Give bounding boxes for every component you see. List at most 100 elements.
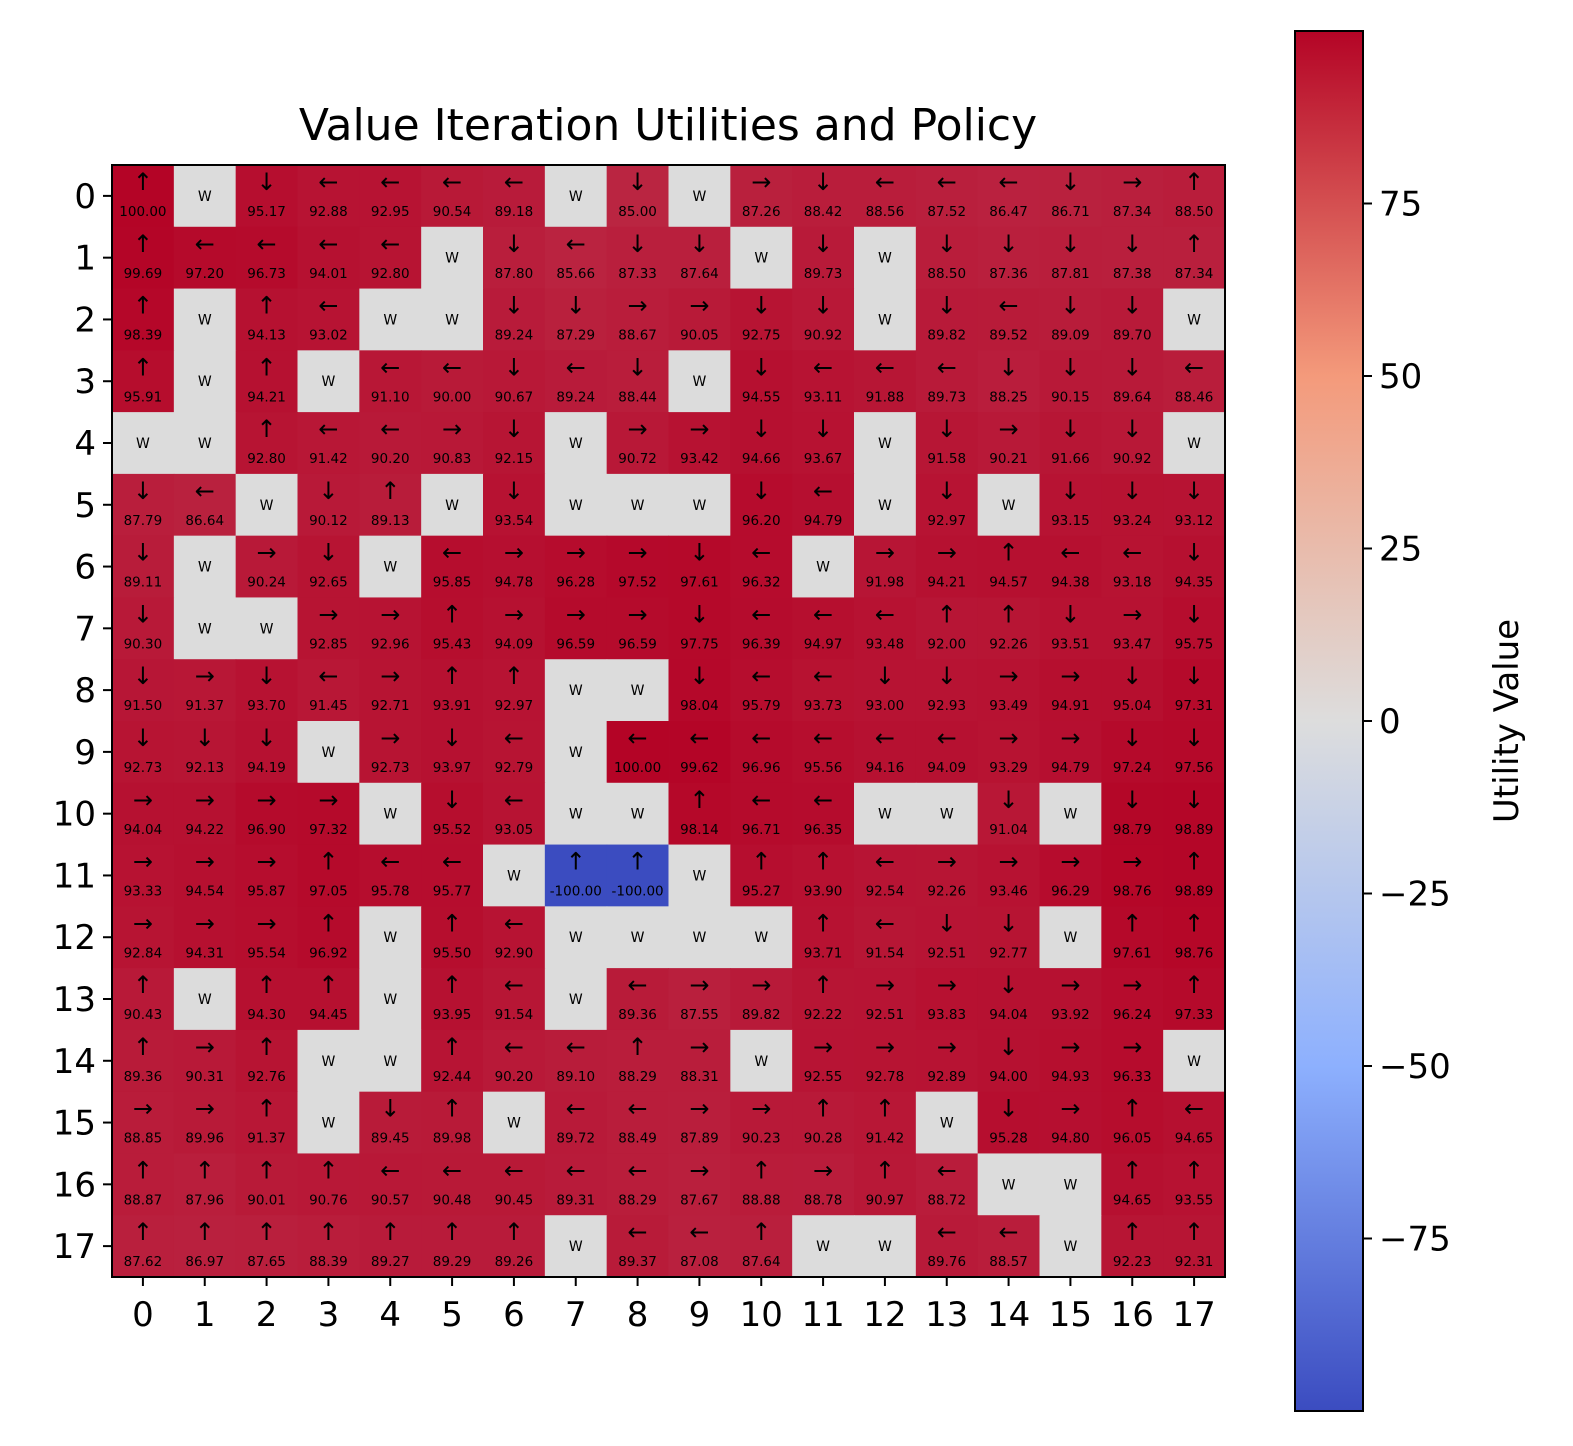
grid-cell: ← 94.16 <box>854 721 917 784</box>
grid-cell: ← 90.54 <box>421 165 484 228</box>
cell-fill <box>1039 597 1102 660</box>
cell-label: → 96.28 <box>556 539 595 591</box>
policy-arrow: → <box>628 539 648 567</box>
policy-arrow: → <box>257 909 277 937</box>
grid-cell: ↓ 89.24 <box>483 288 546 351</box>
policy-arrow: ← <box>504 909 524 937</box>
cell-fill <box>483 1091 546 1155</box>
grid-cell: → 90.21 <box>977 412 1041 475</box>
grid-cell: ↓ 97.75 <box>668 597 731 660</box>
grid-cell: ↑ 87.34 <box>1163 226 1226 290</box>
grid-cell: ↑ 95.43 <box>421 597 484 660</box>
cell-label: → 96.90 <box>247 786 286 838</box>
cell-label: ↓ 92.15 <box>495 415 534 467</box>
grid-cell: W <box>544 1215 608 1278</box>
colorbar-tick-label: 50 <box>1379 357 1422 397</box>
utility-value: 89.70 <box>1113 328 1152 344</box>
cell-fill <box>915 1215 979 1278</box>
grid-cell: ↓ 95.17 <box>235 165 299 228</box>
utility-value: 88.85 <box>124 1131 163 1147</box>
wall-label: W <box>136 436 150 452</box>
policy-arrow: ↓ <box>318 539 338 567</box>
x-tick-label: 6 <box>503 1295 525 1335</box>
grid-cell: W <box>668 844 731 907</box>
cell-fill <box>421 597 484 660</box>
cell-fill <box>730 968 793 1031</box>
utility-value: 87.55 <box>680 1007 719 1023</box>
grid-cell: ← 90.20 <box>483 1029 546 1093</box>
cell-fill <box>483 226 546 290</box>
policy-arrow: ↑ <box>133 1156 153 1184</box>
cell-fill <box>544 1215 608 1278</box>
grid-cell: ← 89.76 <box>915 1215 979 1278</box>
policy-arrow: ← <box>813 477 833 505</box>
cell-label: → 96.59 <box>556 600 595 652</box>
grid-cell: → 93.83 <box>915 968 979 1031</box>
utility-value: 95.78 <box>371 884 410 900</box>
grid-cell: → 94.22 <box>173 782 237 846</box>
wall-label: W <box>816 560 830 576</box>
cell-label: ↓ 87.29 <box>556 292 595 344</box>
wall-label: W <box>754 1054 768 1070</box>
grid-cell: → 94.91 <box>1039 659 1102 722</box>
cell-fill <box>1101 1153 1164 1216</box>
policy-arrow: ↓ <box>751 292 771 320</box>
cell-label: ↑ 87.62 <box>124 1218 163 1270</box>
cell-label: ← 95.79 <box>742 662 781 714</box>
grid-cell: ↓ 93.12 <box>1163 473 1226 537</box>
utility-value: 92.96 <box>371 636 410 652</box>
wall-label: W <box>321 1054 335 1070</box>
utility-value: 90.20 <box>495 1069 534 1085</box>
cell-label: ↑ 98.76 <box>1175 909 1214 961</box>
policy-arrow: ← <box>1060 539 1080 567</box>
cell-fill <box>483 288 546 351</box>
grid-cell: → 96.24 <box>1101 968 1164 1031</box>
utility-value: 90.48 <box>433 1192 472 1208</box>
grid-cell: ↑ -100.00 <box>606 844 670 907</box>
policy-arrow: ← <box>628 1218 648 1246</box>
policy-arrow: → <box>504 600 524 628</box>
grid-cell: ← 92.79 <box>483 721 546 784</box>
cell-label: ↓ 91.50 <box>124 662 163 714</box>
utility-value: 95.43 <box>433 636 472 652</box>
grid-cell: W <box>544 412 608 475</box>
cell-label: ↓ 91.66 <box>1051 415 1090 467</box>
utility-value: 92.97 <box>927 513 966 529</box>
utility-value: 91.50 <box>124 698 163 714</box>
utility-value: 95.75 <box>1175 636 1214 652</box>
policy-arrow: ← <box>318 292 338 320</box>
cell-fill <box>297 226 360 290</box>
utility-value: 91.45 <box>309 698 348 714</box>
grid-cell: ↑ 88.88 <box>730 1153 793 1216</box>
cell-fill <box>483 535 546 599</box>
cell-label: ↓ 88.25 <box>989 353 1028 405</box>
cell-fill <box>1101 165 1164 228</box>
cell-fill <box>235 968 299 1031</box>
grid-cell: ↓ 86.71 <box>1039 165 1102 228</box>
utility-value: 90.57 <box>371 1192 410 1208</box>
cell-label: ← 88.57 <box>989 1218 1028 1270</box>
grid-cell: W <box>297 350 360 413</box>
cell-fill <box>235 597 299 660</box>
policy-arrow: ↓ <box>999 909 1019 937</box>
grid-cell: ← 88.56 <box>854 165 917 228</box>
utility-value: 95.91 <box>124 389 163 405</box>
grid-cell: W <box>668 165 731 228</box>
cell-fill <box>173 782 237 846</box>
grid-cell: ↓ 87.38 <box>1101 226 1164 290</box>
utility-value: 100.00 <box>119 204 166 220</box>
cell-fill <box>915 473 979 537</box>
utility-value: 98.39 <box>124 328 163 344</box>
cell-label: → 93.42 <box>680 415 719 467</box>
cell-fill <box>730 659 793 722</box>
cell-fill <box>112 906 175 969</box>
cell-fill <box>544 1091 608 1155</box>
wall-label: W <box>692 930 706 946</box>
cell-fill <box>359 535 422 599</box>
utility-value: 87.36 <box>989 266 1028 282</box>
cell-label: → 92.96 <box>371 600 410 652</box>
grid-cell: ← 89.37 <box>606 1215 670 1278</box>
cell-label: ↓ 90.12 <box>309 477 348 529</box>
utility-value: 97.31 <box>1175 698 1214 714</box>
cell-label: ← 96.32 <box>742 539 781 591</box>
